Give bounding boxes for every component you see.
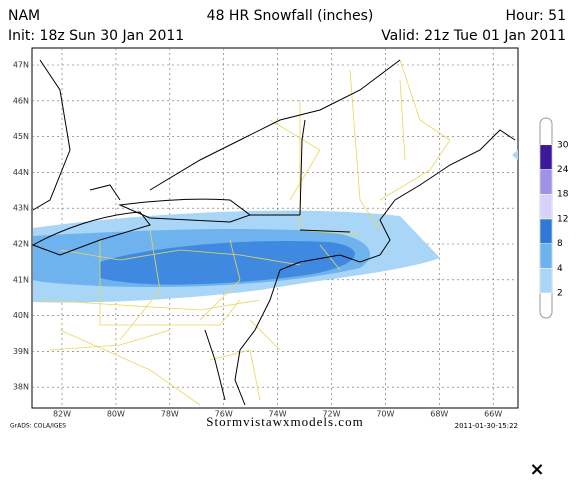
colorbar-label: 8 (557, 239, 563, 249)
lat-label: 38N (13, 383, 29, 392)
lat-label: 47N (13, 61, 29, 70)
colorbar-label: 4 (557, 264, 563, 274)
lon-label: 70W (376, 410, 394, 419)
lat-label: 44N (13, 168, 29, 177)
title: 48 HR Snowfall (inches) (207, 8, 374, 24)
credit: GrADS: COLA/IGES (10, 423, 66, 430)
lon-label: 66W (484, 410, 502, 419)
lat-label: 46N (13, 96, 29, 105)
lat-label: 43N (13, 204, 29, 213)
colorbar-label: 12 (557, 214, 568, 224)
colorbar-label: 30 (557, 140, 569, 150)
colorbar-label: 2 (557, 289, 563, 299)
init-time: Init: 18z Sun 30 Jan 2011 (8, 28, 184, 44)
snowfall-areas (33, 150, 518, 303)
snow-area (100, 240, 355, 285)
snow-area (512, 150, 518, 160)
model: NAM (8, 8, 40, 24)
watermark: Stormvistawxmodels.com (206, 414, 363, 429)
axis-labels: 47N 46N 45N 44N 43N 42N 41N 40N 39N 38N 82W 80W 78W 7… (13, 61, 503, 419)
lon-label: 80W (107, 410, 125, 419)
colorbar-band (539, 169, 553, 195)
colorbar-label: 24 (557, 165, 569, 175)
close-button[interactable]: × (529, 459, 544, 480)
lon-label: 78W (161, 410, 179, 419)
lat-label: 40N (13, 311, 29, 320)
colorbar-label: 18 (557, 190, 569, 200)
colorbar-band (539, 218, 553, 244)
lon-label: 76W (215, 410, 233, 419)
lat-label: 41N (13, 275, 29, 284)
hour: Hour: 51 (506, 8, 566, 24)
colorbar-band (539, 268, 553, 294)
colorbar-band (539, 144, 553, 170)
lon-label: 82W (53, 410, 71, 419)
lon-label: 72W (322, 410, 340, 419)
lon-label: 74W (269, 410, 287, 419)
colorbar-band (539, 193, 553, 220)
lat-label: 39N (13, 347, 29, 356)
lon-label: 68W (430, 410, 448, 419)
timestamp: 2011-01-30-15:22 (455, 422, 518, 430)
coastlines (31, 59, 516, 406)
colorbar-band (539, 243, 553, 269)
valid-time: Valid: 21z Tue 01 Jan 2011 (381, 28, 566, 44)
lat-label: 42N (13, 240, 29, 249)
lat-label: 45N (13, 132, 29, 141)
